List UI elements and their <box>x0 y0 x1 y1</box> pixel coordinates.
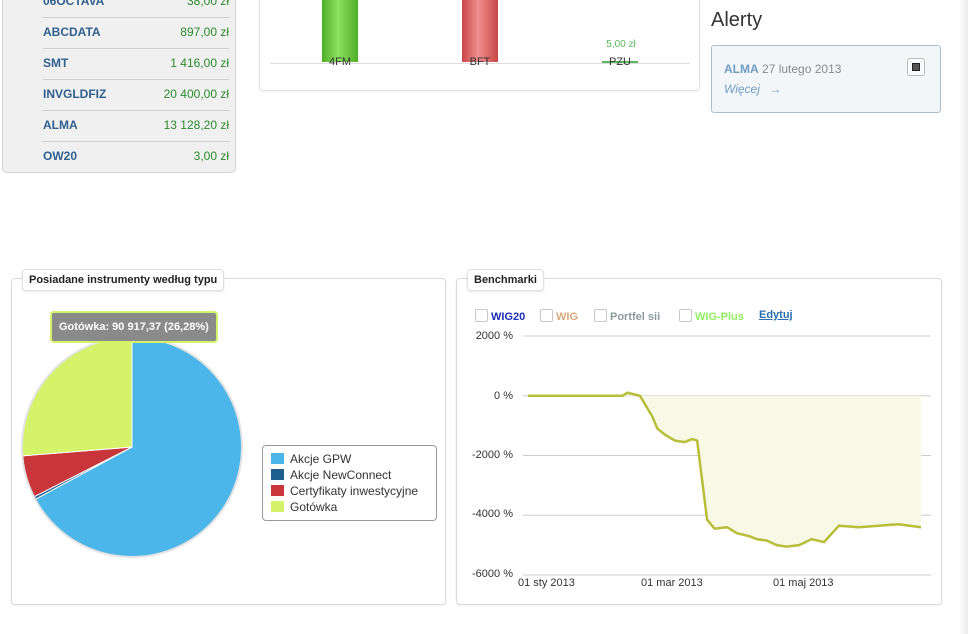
holding-name[interactable]: INVGLDFIZ <box>43 87 107 101</box>
holding-row[interactable]: ALMA 13 128,20 zł <box>43 110 229 142</box>
benchmark-option-portfel[interactable]: Portfel sii <box>594 309 660 323</box>
legend-label: Gotówka <box>290 500 338 514</box>
page-edge <box>958 0 968 634</box>
series-line[interactable] <box>527 391 922 548</box>
x-tick-label: 01 sty 2013 <box>518 577 575 589</box>
legend-swatch <box>271 469 284 480</box>
alert-instrument-link[interactable]: ALMA <box>724 62 759 76</box>
bar-bft <box>462 0 498 62</box>
series-area <box>527 392 922 547</box>
bar-pzu <box>602 61 638 63</box>
bar-label-bft: BFT <box>469 56 491 68</box>
alert-more-link[interactable]: Więcej → <box>724 82 781 96</box>
benchmark-line-chart <box>523 335 931 576</box>
holdings-panel: 06OCTAVA 38,00 zł ABCDATA 897,00 zł SMT … <box>2 0 236 173</box>
x-tick-label: 01 mar 2013 <box>641 577 703 589</box>
legend-item-akcje-newconnect[interactable]: Akcje NewConnect <box>271 468 391 482</box>
y-tick-label: -2000 % <box>472 449 513 461</box>
stop-square-icon[interactable] <box>907 58 925 76</box>
holding-name[interactable]: SMT <box>43 56 69 70</box>
benchmark-panel: Benchmarki WIG20 WIG Portfel sii WIG-Plu… <box>456 269 942 605</box>
y-tick-label: 2000 % <box>475 330 513 342</box>
alert-card: ALMA 27 lutego 2013 Więcej → <box>711 45 941 113</box>
benchmark-label: Portfel sii <box>610 311 661 323</box>
holding-value: 1 416,00 zł <box>170 56 229 70</box>
legend-item-certyfikaty[interactable]: Certyfikaty inwestycyjne <box>271 484 418 498</box>
benchmark-label: WIG20 <box>491 311 526 323</box>
alert-more-label: Więcej <box>724 82 760 96</box>
bar-pzu-value-label: 5,00 zł <box>606 39 636 50</box>
alert-text: ALMA 27 lutego 2013 <box>724 62 841 76</box>
bar-label-pzu: PZU <box>609 56 631 68</box>
alerts-title: Alerty <box>711 9 763 31</box>
bars-baseline <box>270 63 690 64</box>
benchmark-label: WIG <box>556 311 578 323</box>
holding-name[interactable]: OW20 <box>43 149 78 163</box>
pie-tooltip: Gotówka: 90 917,37 (26,28%) <box>50 311 218 343</box>
legend-label: Certyfikaty inwestycyjne <box>290 484 419 498</box>
legend-label: Akcje GPW <box>290 452 352 466</box>
holding-row[interactable]: ABCDATA 897,00 zł <box>43 17 229 49</box>
checkbox[interactable] <box>679 309 692 322</box>
instrument-type-panel: Posiadane instrumenty według typu Gotówk… <box>11 269 446 605</box>
holding-row[interactable]: INVGLDFIZ 20 400,00 zł <box>43 79 229 111</box>
x-tick-label: 01 maj 2013 <box>773 577 834 589</box>
benchmark-option-wig20[interactable]: WIG20 <box>475 309 525 323</box>
instrument-type-title: Posiadane instrumenty według typu <box>22 269 225 291</box>
benchmark-label: WIG-Plus <box>695 311 744 323</box>
legend-item-gotowka[interactable]: Gotówka <box>271 500 337 514</box>
holding-value: 20 400,00 zł <box>163 87 229 101</box>
alert-date: 27 lutego 2013 <box>762 62 842 76</box>
legend-swatch <box>271 501 284 512</box>
holding-name[interactable]: ABCDATA <box>43 25 101 39</box>
checkbox[interactable] <box>594 309 607 322</box>
holding-value: 897,00 zł <box>180 25 229 39</box>
holding-value: 38,00 zł <box>186 0 229 8</box>
y-tick-label: 0 % <box>494 390 513 402</box>
benchmark-title: Benchmarki <box>467 269 544 291</box>
pie-chart <box>21 336 243 558</box>
holding-name[interactable]: 06OCTAVA <box>43 0 105 8</box>
holding-value: 13 128,20 zł <box>163 118 229 132</box>
top-bars-panel: 5,00 zł 4FM BFT PZU <box>259 0 700 91</box>
legend-swatch <box>271 453 284 464</box>
bar-label-4fm: 4FM <box>329 56 351 68</box>
holding-value: 3,00 zł <box>193 149 229 163</box>
holding-name[interactable]: ALMA <box>43 118 78 132</box>
legend-swatch <box>271 485 284 496</box>
y-tick-label: -4000 % <box>472 508 513 520</box>
holding-row[interactable]: 06OCTAVA 38,00 zł <box>43 0 229 18</box>
pie-legend: Akcje GPW Akcje NewConnect Certyfikaty i… <box>262 445 437 521</box>
arrow-right-icon: → <box>769 82 782 96</box>
pie-slice[interactable] <box>21 336 133 457</box>
pie-tooltip-text: Gotówka: 90 917,37 (26,28%) <box>59 321 209 333</box>
checkbox[interactable] <box>540 309 553 322</box>
benchmark-option-wig[interactable]: WIG <box>540 309 578 323</box>
holding-row[interactable]: SMT 1 416,00 zł <box>43 48 229 80</box>
benchmark-option-wig-plus[interactable]: WIG-Plus <box>679 309 744 323</box>
legend-item-akcje-gpw[interactable]: Akcje GPW <box>271 452 351 466</box>
checkbox[interactable] <box>475 309 488 322</box>
bar-4fm <box>322 0 358 62</box>
holding-row[interactable]: OW20 3,00 zł <box>43 141 229 172</box>
y-tick-label: -6000 % <box>472 568 513 580</box>
legend-label: Akcje NewConnect <box>290 468 392 482</box>
benchmark-edit-link[interactable]: Edytuj <box>759 309 793 321</box>
